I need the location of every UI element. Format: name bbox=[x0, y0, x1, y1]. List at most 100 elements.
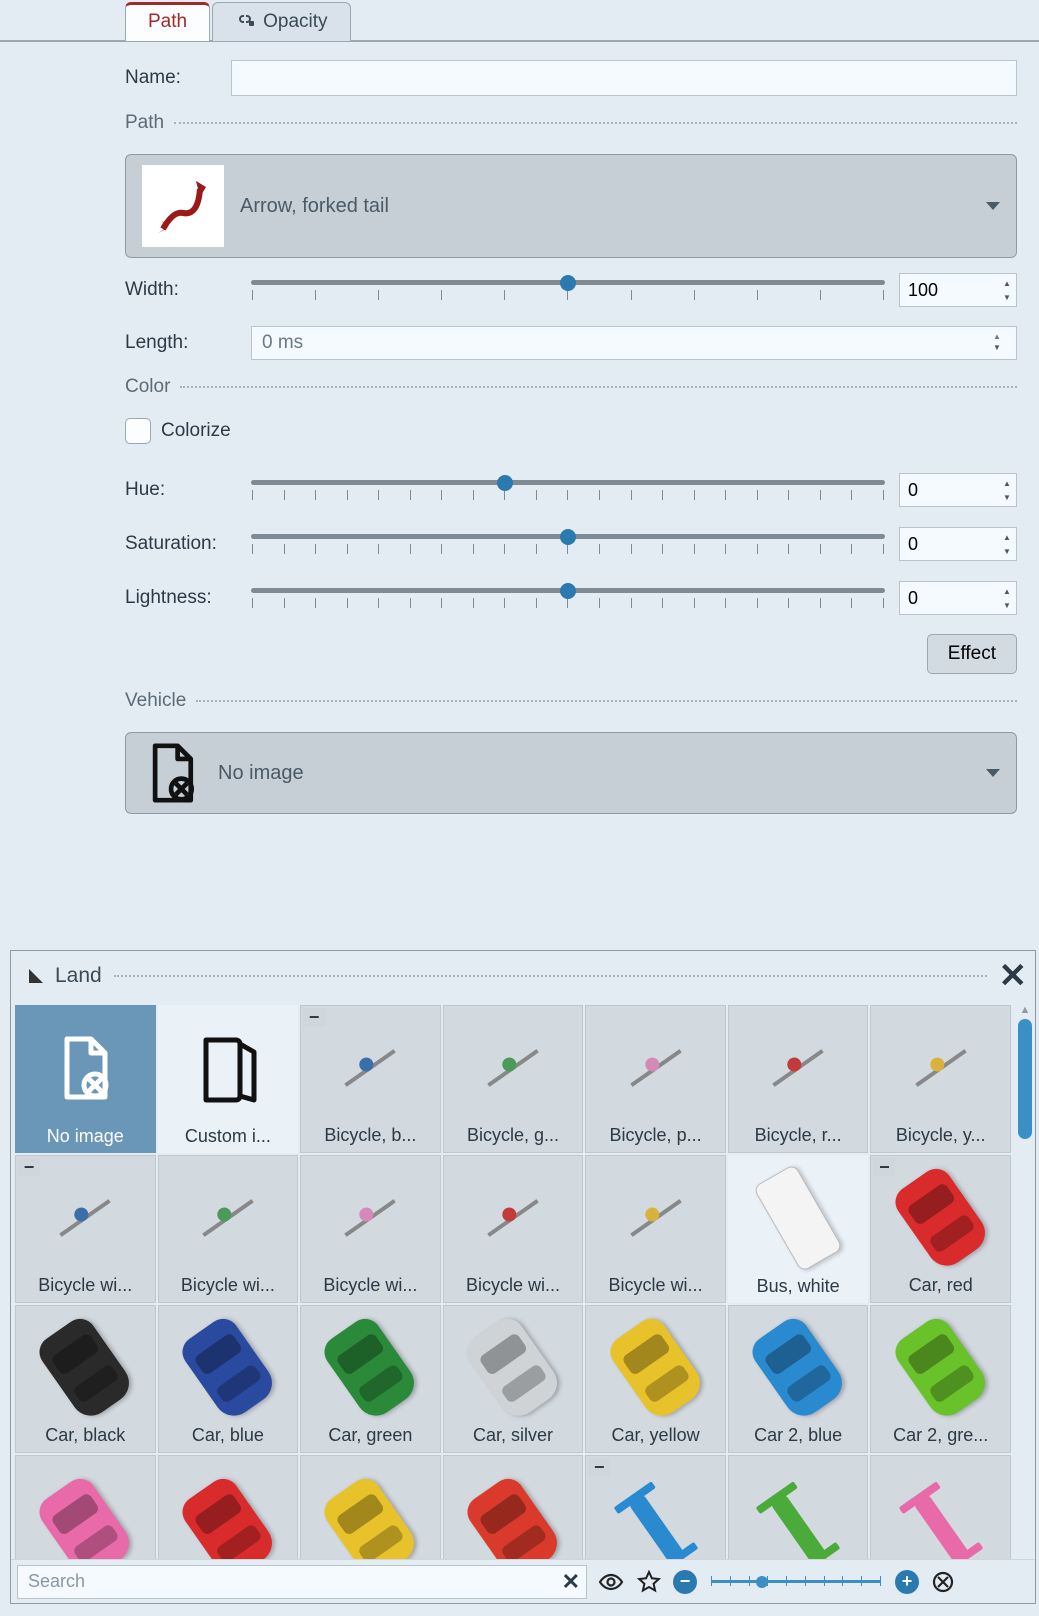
vehicle-item[interactable]: No image bbox=[15, 1005, 156, 1153]
vehicle-item[interactable] bbox=[443, 1455, 584, 1559]
bike-icon bbox=[303, 1010, 438, 1125]
car-icon bbox=[161, 1310, 296, 1425]
saturation-spinner[interactable]: ▲▼ bbox=[899, 527, 1017, 561]
vehicle-item[interactable] bbox=[158, 1455, 299, 1559]
vehicle-item[interactable] bbox=[300, 1455, 441, 1559]
vehicle-item[interactable]: −Bicycle, b... bbox=[300, 1005, 441, 1153]
colorize-label: Colorize bbox=[161, 420, 231, 442]
bike-icon bbox=[446, 1010, 581, 1125]
scroll-up-icon[interactable]: ▲ bbox=[1015, 1001, 1035, 1019]
tab-opacity[interactable]: Opacity bbox=[212, 2, 350, 41]
lightness-spinner[interactable]: ▲▼ bbox=[899, 581, 1017, 615]
path-style-dropdown[interactable]: Arrow, forked tail bbox=[125, 154, 1017, 258]
vehicle-item[interactable]: Bicycle wi... bbox=[158, 1155, 299, 1303]
spinner-up-icon[interactable]: ▲ bbox=[998, 476, 1016, 490]
star-icon[interactable] bbox=[635, 1568, 663, 1596]
vehicle-item[interactable]: Car, silver bbox=[443, 1305, 584, 1453]
car-icon bbox=[731, 1310, 866, 1425]
divider bbox=[180, 386, 1017, 388]
vehicle-item[interactable] bbox=[728, 1455, 869, 1559]
collapse-icon[interactable] bbox=[29, 969, 43, 983]
zoom-slider[interactable] bbox=[711, 1570, 881, 1594]
vehicle-item[interactable]: Bicycle, r... bbox=[728, 1005, 869, 1153]
clear-search-icon[interactable]: ✕ bbox=[562, 1569, 580, 1595]
vehicle-item[interactable]: Bicycle wi... bbox=[300, 1155, 441, 1303]
car-icon bbox=[303, 1310, 438, 1425]
saturation-slider[interactable] bbox=[251, 526, 885, 562]
search-box[interactable]: ✕ bbox=[17, 1565, 587, 1599]
group-tag-icon: − bbox=[303, 1008, 325, 1026]
spinner-up-icon[interactable]: ▲ bbox=[998, 276, 1016, 290]
lightness-value[interactable] bbox=[900, 588, 998, 609]
vehicle-item[interactable]: Car, blue bbox=[158, 1305, 299, 1453]
vehicle-item-label: Bicycle wi... bbox=[179, 1275, 277, 1296]
name-input[interactable] bbox=[231, 60, 1017, 96]
bike-icon bbox=[588, 1010, 723, 1125]
reset-zoom-icon[interactable] bbox=[929, 1568, 957, 1596]
spinner-down-icon[interactable]: ▼ bbox=[998, 544, 1016, 558]
search-input[interactable] bbox=[28, 1571, 562, 1592]
vehicle-item[interactable]: − bbox=[585, 1455, 726, 1559]
vehicle-item[interactable]: Car 2, gre... bbox=[870, 1305, 1011, 1453]
vehicle-item-label: Bicycle wi... bbox=[36, 1275, 134, 1296]
vehicle-item[interactable]: −Bicycle wi... bbox=[15, 1155, 156, 1303]
width-spinner[interactable]: ▲▼ bbox=[899, 273, 1017, 307]
racer-icon bbox=[873, 1460, 1008, 1559]
scrollbar[interactable]: ▲ ▼ bbox=[1015, 1001, 1035, 1559]
vehicle-item[interactable]: Custom i... bbox=[158, 1005, 299, 1153]
lightness-label: Lightness: bbox=[125, 587, 237, 609]
divider bbox=[114, 975, 987, 977]
section-path-title: Path bbox=[125, 112, 164, 134]
colorize-checkbox[interactable] bbox=[125, 418, 151, 444]
noimg-icon bbox=[17, 1009, 154, 1126]
zoom-out-button[interactable]: − bbox=[673, 1570, 697, 1594]
vehicle-item[interactable]: Bicycle, g... bbox=[443, 1005, 584, 1153]
spinner-up-icon[interactable]: ▲ bbox=[988, 332, 1006, 341]
vehicle-item[interactable] bbox=[870, 1455, 1011, 1559]
vehicle-item[interactable]: Bicycle, p... bbox=[585, 1005, 726, 1153]
vehicle-item[interactable]: Bicycle wi... bbox=[585, 1155, 726, 1303]
effect-button[interactable]: Effect bbox=[927, 634, 1017, 674]
vehicle-item[interactable] bbox=[15, 1455, 156, 1559]
bike-icon bbox=[303, 1160, 438, 1275]
zoom-in-button[interactable]: + bbox=[895, 1570, 919, 1594]
bike-icon bbox=[731, 1010, 866, 1125]
spinner-down-icon[interactable]: ▼ bbox=[998, 290, 1016, 304]
hue-value[interactable] bbox=[900, 480, 998, 501]
spinner-down-icon[interactable]: ▼ bbox=[998, 490, 1016, 504]
vehicle-item[interactable]: Bicycle wi... bbox=[443, 1155, 584, 1303]
lightness-slider[interactable] bbox=[251, 580, 885, 616]
vehicle-item-label: Bus, white bbox=[755, 1276, 842, 1297]
vehicle-item[interactable]: Bus, white bbox=[728, 1155, 869, 1303]
vehicle-item[interactable]: Car, yellow bbox=[585, 1305, 726, 1453]
length-label: Length: bbox=[125, 332, 237, 354]
hue-slider[interactable] bbox=[251, 472, 885, 508]
eye-icon[interactable] bbox=[597, 1568, 625, 1596]
saturation-label: Saturation: bbox=[125, 533, 237, 555]
hue-spinner[interactable]: ▲▼ bbox=[899, 473, 1017, 507]
width-slider[interactable] bbox=[251, 272, 885, 308]
close-icon[interactable]: ✕ bbox=[999, 959, 1028, 993]
tab-path[interactable]: Path bbox=[125, 2, 210, 41]
spinner-up-icon[interactable]: ▲ bbox=[998, 530, 1016, 544]
spinner-down-icon[interactable]: ▼ bbox=[998, 598, 1016, 612]
width-value[interactable] bbox=[900, 280, 998, 301]
spinner-down-icon[interactable]: ▼ bbox=[988, 341, 1006, 355]
spinner-up-icon[interactable]: ▲ bbox=[998, 584, 1016, 598]
vehicle-item[interactable]: Bicycle, y... bbox=[870, 1005, 1011, 1153]
length-input[interactable]: 0 ms ▲▼ bbox=[251, 326, 1017, 360]
vehicle-item[interactable]: Car, green bbox=[300, 1305, 441, 1453]
scroll-thumb[interactable] bbox=[1018, 1019, 1032, 1139]
bus-icon bbox=[730, 1159, 867, 1276]
vehicle-item[interactable]: −Car, red bbox=[870, 1155, 1011, 1303]
vehicle-dropdown[interactable]: No image bbox=[125, 732, 1017, 814]
saturation-value[interactable] bbox=[900, 534, 998, 555]
folder-icon bbox=[160, 1009, 297, 1126]
vehicle-grid: No imageCustom i...−Bicycle, b...Bicycle… bbox=[15, 1005, 1011, 1559]
vehicle-item[interactable]: Car, black bbox=[15, 1305, 156, 1453]
vehicle-item[interactable]: Car 2, blue bbox=[728, 1305, 869, 1453]
hue-label: Hue: bbox=[125, 479, 237, 501]
car-icon bbox=[873, 1310, 1008, 1425]
car-icon bbox=[446, 1310, 581, 1425]
length-value: 0 ms bbox=[262, 332, 988, 354]
